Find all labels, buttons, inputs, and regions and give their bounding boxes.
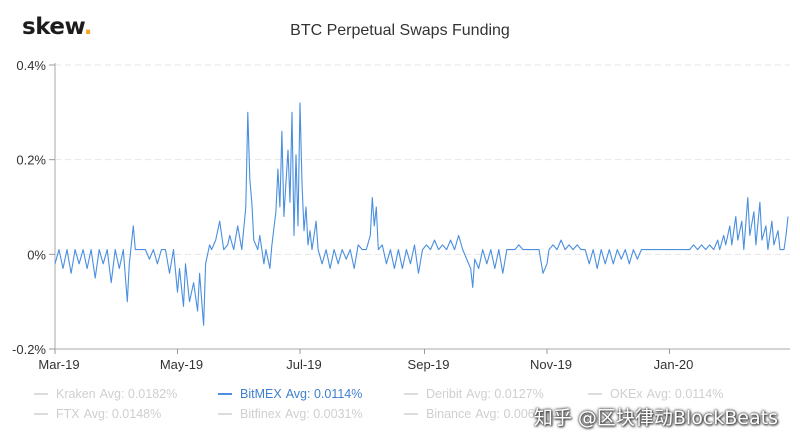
x-tick-label: Jan-20: [654, 357, 694, 372]
y-tick-labels: 0.4% 0.2% 0% -0.2%: [12, 58, 46, 357]
legend-swatch: [404, 413, 418, 415]
legend-swatch: [218, 393, 232, 395]
legend-avg: Avg: 0.0114%: [646, 387, 724, 401]
legend-item-deribit[interactable]: Deribit Avg: 0.0127%: [404, 387, 544, 401]
legend-item-okex[interactable]: OKEx Avg: 0.0114%: [588, 387, 723, 401]
legend-swatch: [588, 393, 602, 395]
legend-label: Kraken: [56, 387, 96, 401]
y-tick-label: 0.4%: [16, 58, 46, 73]
legend-item-bitfinex[interactable]: Bitfinex Avg: 0.0031%: [218, 407, 363, 421]
series-line-bitmex: [54, 102, 789, 326]
legend-item-binance[interactable]: Binance Avg: 0.0066%: [404, 407, 553, 421]
x-tick-label: Nov-19: [530, 357, 572, 372]
y-tick-label: 0%: [27, 247, 46, 262]
legend-swatch: [218, 413, 232, 415]
axes: [49, 63, 790, 354]
x-tick-label: Jul-19: [286, 357, 321, 372]
logo-text: skew: [22, 14, 84, 40]
legend-label: FTX: [56, 407, 80, 421]
legend-avg: Avg: 0.0182%: [99, 387, 178, 401]
legend-swatch: [404, 393, 418, 395]
chart-title: BTC Perpetual Swaps Funding: [290, 22, 510, 39]
y-tick-label: 0.2%: [16, 153, 46, 168]
x-tick-label: Sep-19: [408, 357, 450, 372]
legend-label: Deribit: [426, 387, 463, 401]
legend-label: BitMEX: [240, 387, 282, 401]
skew-logo: skew.: [22, 14, 93, 40]
legend-item-bitmex[interactable]: BitMEX Avg: 0.0114%: [218, 387, 362, 401]
legend-label: Bitfinex: [240, 407, 281, 421]
legend-item-ftx[interactable]: FTX Avg: 0.0148%: [34, 407, 161, 421]
legend-item-kraken[interactable]: Kraken Avg: 0.0182%: [34, 387, 177, 401]
legend-avg: Avg: 0.0127%: [466, 387, 544, 401]
legend-swatch: [34, 393, 48, 395]
x-tick-labels: Mar-19 May-19 Jul-19 Sep-19 Nov-19 Jan-20: [38, 357, 693, 372]
series: [54, 102, 789, 326]
gridlines: [55, 64, 790, 350]
watermark-text: 知乎 @区块律动BlockBeats: [533, 407, 778, 429]
legend-label: Binance: [426, 407, 472, 421]
legend-avg: Avg: 0.0031%: [285, 407, 363, 421]
legend-avg: Avg: 0.0148%: [83, 407, 162, 421]
legend-avg: Avg: 0.0114%: [285, 387, 363, 401]
legend-swatch: [34, 413, 48, 415]
x-tick-label: Mar-19: [38, 357, 79, 372]
legend-avg: Avg: 0.0066%: [475, 407, 553, 421]
legend-label: OKEx: [610, 387, 643, 401]
y-tick-label: -0.2%: [12, 342, 46, 357]
logo-dot: .: [83, 14, 93, 40]
x-tick-label: May-19: [160, 357, 203, 372]
